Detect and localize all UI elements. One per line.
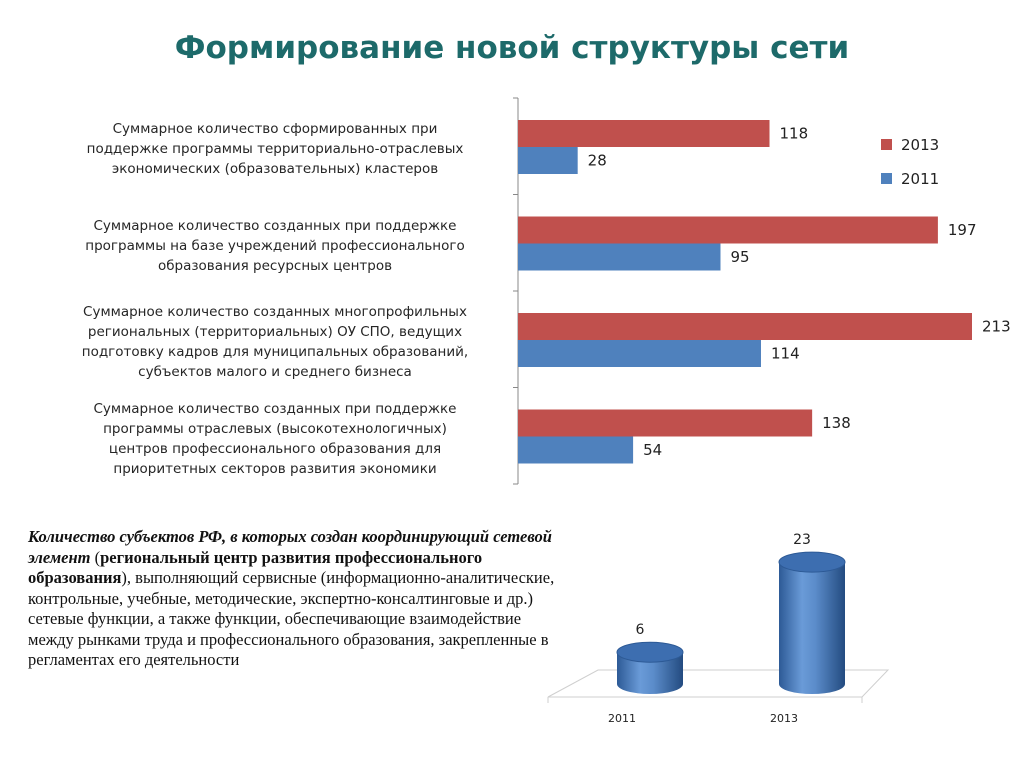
chart-floor [547, 669, 890, 698]
note-rest-text: ), выполняющий сервисные (информационно-… [28, 568, 555, 669]
legend-swatch-2011 [881, 173, 892, 184]
category-label-line: подготовку кадров для муниципальных обра… [81, 344, 469, 361]
bar-2013 [518, 409, 813, 437]
network-element-note: Количество субъектов РФ, в которых созда… [28, 527, 563, 671]
data-label-2011: 114 [771, 345, 800, 363]
data-label-2013: 138 [822, 414, 851, 432]
bar-2011 [518, 436, 634, 464]
category-label-line: центров профессионального образования дл… [108, 440, 442, 457]
category-label-line: Суммарное количество сформированных при [112, 121, 438, 138]
bar-2011 [518, 243, 721, 271]
bar-2013 [518, 216, 938, 244]
category-label-line: региональных (территориальных) ОУ СПО, в… [87, 324, 463, 341]
cylinder-body-2011 [617, 652, 683, 694]
category-label-line: поддержке программы территориально-отрас… [86, 141, 464, 158]
data-label-2013: 213 [982, 318, 1011, 336]
data-label-2013: 118 [780, 125, 809, 143]
category-label-line: приоритетных секторов развития экономики [113, 460, 437, 477]
category-label-line: субъектов малого и среднего бизнеса [138, 364, 412, 381]
cylinder-top-2013 [778, 551, 846, 573]
data-label-2013: 197 [948, 221, 977, 239]
category-label-line: программы отраслевых (высокотехнологичны… [103, 420, 447, 437]
legend-label-2013: 2013 [901, 136, 939, 154]
category-label-2011: 2011 [608, 712, 636, 725]
data-label-2011: 54 [643, 441, 662, 459]
category-label: Суммарное количество созданных при подде… [40, 399, 510, 479]
page-title: Формирование новой структуры сети [174, 30, 850, 66]
category-label: Суммарное количество созданных многопроф… [40, 302, 510, 382]
category-label: Суммарное количество созданных при подде… [40, 216, 510, 276]
category-label-2013: 2013 [770, 712, 798, 725]
legend-swatch-2013 [881, 139, 892, 150]
data-label-2011: 95 [730, 248, 749, 266]
category-label-line: программы на базе учреждений профессиона… [85, 237, 465, 254]
bar-2011 [518, 340, 761, 367]
bar-2013 [518, 120, 770, 147]
data-label-2011: 28 [588, 152, 607, 170]
note-italic-text: Количество субъектов РФ, в которых созда… [28, 527, 552, 567]
bar-2013 [518, 313, 972, 340]
bar-2011 [518, 147, 578, 174]
note-bold-text: региональный центр развития профессионал… [28, 547, 483, 588]
legend-label-2011: 2011 [901, 170, 939, 188]
category-label-line: Суммарное количество созданных при подде… [93, 400, 457, 417]
note-open-paren: ( [90, 547, 101, 567]
cylinder-top-2011 [616, 641, 684, 663]
category-label: Суммарное количество сформированных при п… [40, 119, 510, 179]
data-label-2013: 23 [793, 532, 811, 548]
category-label-line: экономических (образовательных) кластеро… [111, 161, 439, 178]
category-label-line: образования ресурсных центров [157, 257, 393, 274]
category-label-line: Суммарное количество созданных при подде… [93, 217, 457, 234]
data-label-2011: 6 [636, 622, 645, 638]
cylinder-body-2013 [779, 562, 845, 694]
category-label-line: Суммарное количество созданных многопроф… [83, 304, 467, 321]
